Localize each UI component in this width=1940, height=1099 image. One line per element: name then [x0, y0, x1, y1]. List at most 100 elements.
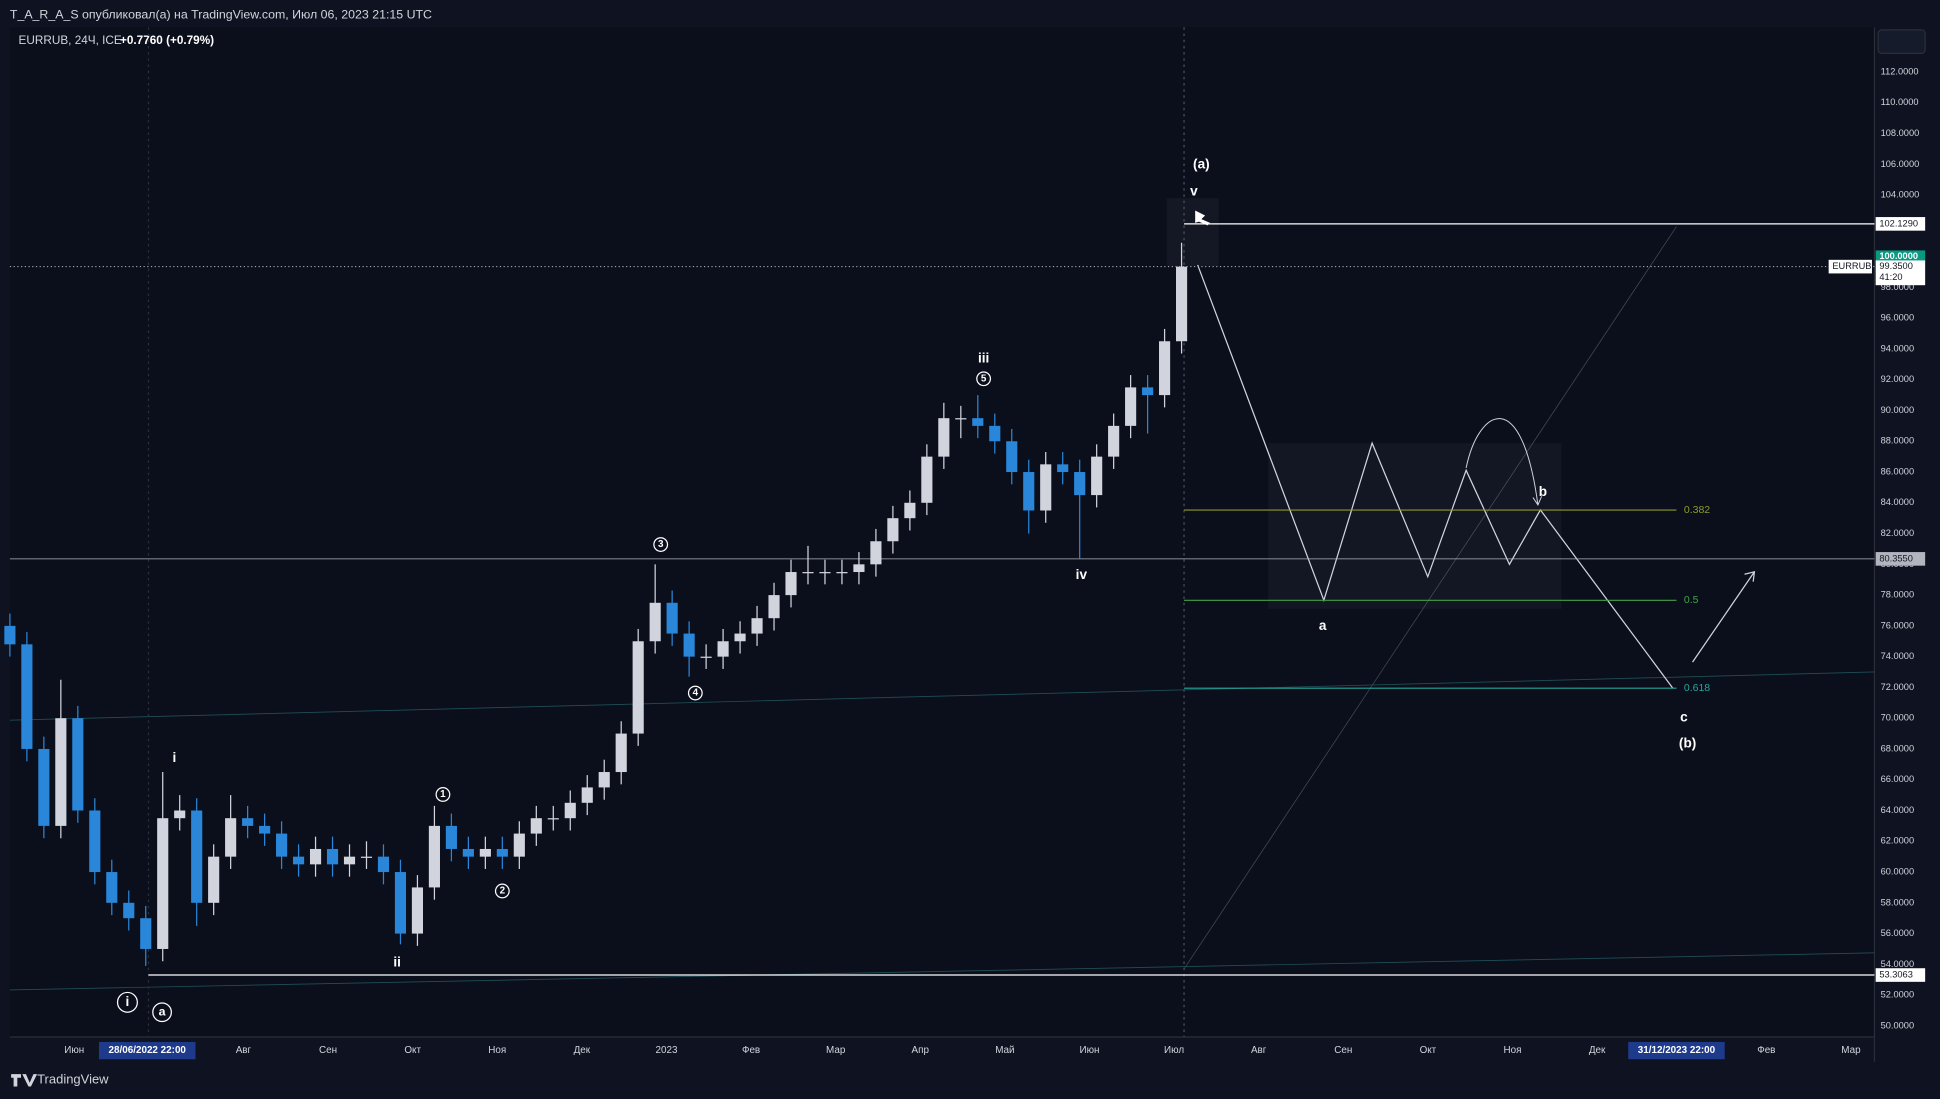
- y-tick-label: 112.0000: [1881, 66, 1919, 76]
- candle-body: [411, 887, 424, 934]
- candle-body: [157, 818, 169, 949]
- candle-body: [836, 572, 848, 574]
- x-tick-label: Мар: [826, 1045, 846, 1056]
- fib-label: 0.5: [1684, 594, 1699, 606]
- plot-area: [9, 27, 1875, 1037]
- y-tick-label: 98.0000: [1881, 282, 1915, 292]
- candle-body: [208, 856, 220, 903]
- y-tick-label: 72.0000: [1881, 682, 1915, 692]
- x-tick-label: Июн: [64, 1045, 84, 1056]
- range-box: [1268, 443, 1561, 609]
- candle-body: [802, 572, 814, 574]
- candle-body: [632, 641, 644, 734]
- price-label-box: [1875, 552, 1926, 566]
- wave-label: 3: [658, 539, 664, 550]
- x-tick-label: Апр: [912, 1045, 930, 1056]
- candle-body: [191, 810, 203, 903]
- candle-body: [530, 818, 542, 834]
- wave-label: 2: [500, 886, 506, 897]
- projection-arc: [1465, 418, 1543, 506]
- y-tick-label: 106.0000: [1881, 159, 1920, 169]
- candle-body: [734, 633, 746, 642]
- y-tick-label: 50.0000: [1881, 1020, 1915, 1030]
- price-label: 102.1290: [1879, 218, 1918, 228]
- candle-body: [700, 656, 712, 658]
- candle-body: [1074, 472, 1086, 496]
- y-tick-label: 62.0000: [1881, 836, 1915, 846]
- candle-body: [1023, 472, 1035, 511]
- y-tick-label: 110.0000: [1881, 97, 1919, 107]
- candle-body: [496, 848, 508, 857]
- symbol-tag: EURRUB: [1832, 261, 1871, 271]
- candle-body: [785, 572, 797, 596]
- y-tick-label: 84.0000: [1881, 497, 1915, 507]
- brand: TradingView: [37, 1072, 109, 1087]
- candle-body: [360, 856, 373, 858]
- candle-body: [666, 602, 678, 634]
- brand-logo: [11, 1074, 38, 1087]
- y-tick-label: 94.0000: [1881, 343, 1915, 353]
- y-tick-label: 96.0000: [1881, 313, 1915, 323]
- trend-line: [1183, 226, 1677, 970]
- candle-body: [462, 848, 474, 857]
- price-label-box: [1875, 968, 1926, 982]
- y-tick-label: 78.0000: [1881, 590, 1915, 600]
- wave-label: a: [1319, 618, 1327, 633]
- wave-label: 1: [440, 789, 446, 800]
- price-label: 80.3550: [1879, 553, 1913, 563]
- candle-body: [513, 833, 525, 857]
- candle-body: [683, 633, 695, 657]
- wave-label: v: [1190, 184, 1198, 199]
- projection-arrow: [1692, 570, 1756, 663]
- y-tick-label: 70.0000: [1881, 713, 1915, 723]
- date-marker: 28/06/2022 22:00: [109, 1045, 187, 1056]
- candle-body: [887, 518, 899, 542]
- symbol-title: EURRUB, 24Ч, ICE: [19, 34, 122, 47]
- candle-body: [21, 644, 33, 749]
- x-tick-label: Авг: [236, 1045, 252, 1056]
- candle-body: [1040, 464, 1052, 511]
- candle-body: [819, 572, 831, 574]
- x-tick-label: Ноя: [488, 1045, 506, 1056]
- x-tick-label: Дек: [574, 1045, 591, 1056]
- candle-body: [140, 918, 152, 949]
- wave-label: i: [126, 994, 130, 1009]
- wave-label: (b): [1679, 735, 1696, 750]
- wave-label: ii: [393, 954, 401, 969]
- candle-body: [768, 595, 780, 619]
- candle-body: [870, 541, 882, 565]
- candle-body: [174, 810, 186, 819]
- candle-body: [428, 825, 440, 888]
- symbol-change: +0.7760 (+0.79%): [120, 34, 214, 47]
- candle-body: [751, 618, 763, 634]
- candle-body: [1057, 464, 1069, 473]
- candle-body: [972, 418, 984, 426]
- channel-line: [9, 671, 1875, 721]
- candle-body: [904, 502, 916, 519]
- toolbar-button[interactable]: [1877, 29, 1926, 54]
- x-tick-label: Ноя: [1504, 1045, 1522, 1056]
- candle-body: [259, 825, 271, 834]
- candle-body: [293, 856, 305, 865]
- x-tick-label: Июн: [1079, 1045, 1099, 1056]
- date-marker-box: [1628, 1041, 1725, 1060]
- candle-body: [276, 833, 288, 857]
- candle-body: [123, 902, 135, 919]
- candle-body: [225, 818, 237, 857]
- y-tick-label: 88.0000: [1881, 436, 1915, 446]
- level-label-box: [1875, 250, 1926, 263]
- projection-path: [1197, 264, 1674, 689]
- y-tick-label: 52.0000: [1881, 990, 1915, 1000]
- fib-label: 0.618: [1684, 682, 1710, 694]
- wave-label: a: [159, 1004, 166, 1018]
- candle-body: [921, 456, 933, 503]
- wave-circles: [116, 371, 992, 1023]
- icon-marker: [1195, 210, 1211, 226]
- candle-body: [598, 772, 610, 788]
- candle-body: [479, 848, 491, 857]
- candle-body: [955, 418, 967, 420]
- candle-body: [1006, 441, 1018, 473]
- y-tick-label: 86.0000: [1881, 466, 1915, 476]
